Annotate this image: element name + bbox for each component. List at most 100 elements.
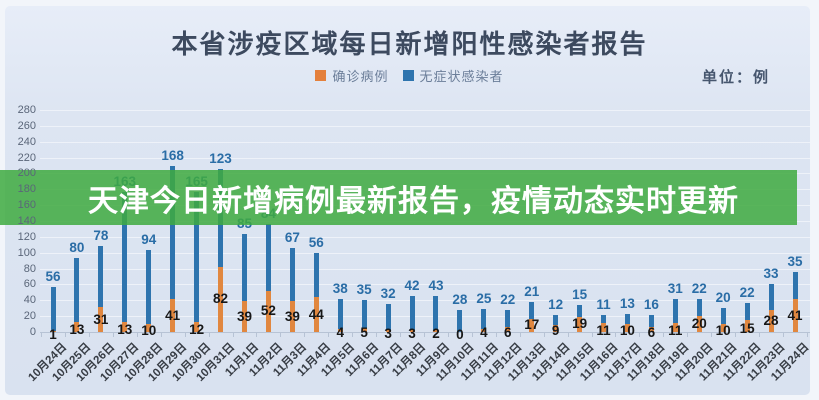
confirmed-bar-segment (696, 316, 702, 332)
confirmed-value-label: 31 (93, 311, 109, 327)
asymptomatic-value-label: 33 (763, 265, 779, 281)
asymptomatic-bar-segment (744, 302, 750, 321)
confirmed-bar-segment (481, 328, 487, 332)
asymptomatic-bar-segment (529, 301, 535, 319)
confirmed-bar-segment (289, 301, 295, 332)
x-axis-tick (280, 332, 282, 337)
confirmed-value-label: 28 (763, 312, 779, 328)
confirmed-bar-segment (624, 324, 630, 332)
asymptomatic-bar-segment (385, 304, 391, 330)
gridline (40, 141, 810, 143)
y-axis-label: 100 (17, 246, 36, 259)
confirmed-value-label: 4 (336, 325, 344, 341)
asymptomatic-value-label: 42 (404, 278, 420, 294)
confirmed-value-label: 82 (213, 291, 229, 307)
asymptomatic-value-label: 13 (619, 295, 635, 311)
confirmed-value-label: 4 (480, 325, 488, 341)
asymptomatic-bar-segment (696, 298, 702, 317)
gridline (40, 316, 810, 318)
asymptomatic-bar-segment (170, 166, 176, 300)
unit-label: 单位：例 (701, 69, 770, 86)
y-axis-label: 200 (17, 167, 36, 180)
y-axis-label: 220 (17, 151, 36, 164)
gridline (40, 300, 810, 302)
confirmed-value-label: 20 (691, 316, 707, 332)
confirmed-bar-segment (50, 331, 56, 332)
asymptomatic-bar-segment (50, 286, 56, 332)
confirmed-bar-segment (122, 321, 128, 332)
asymptomatic-value-label: 35 (356, 282, 372, 298)
chart-legend: 确诊病例 无症状感染者 (0, 66, 819, 85)
confirmed-value-label: 39 (236, 308, 252, 324)
asymptomatic-bar-segment (481, 309, 487, 329)
confirmed-value-label: 11 (596, 322, 611, 338)
x-axis-tick (41, 332, 43, 337)
confirmed-bar-segment (265, 290, 271, 332)
x-axis-tick (160, 332, 162, 337)
confirmed-value-label: 19 (572, 316, 588, 332)
asymptomatic-bar-segment (146, 249, 152, 325)
y-axis-label: 20 (23, 310, 36, 323)
asymptomatic-bar-segment (648, 314, 654, 328)
x-axis-tick (352, 332, 354, 337)
confirmed-value-label: 1 (49, 326, 57, 342)
x-axis-tick (735, 332, 737, 337)
asymptomatic-value-label: 56 (45, 268, 61, 284)
confirmed-value-label: 6 (504, 324, 512, 340)
x-axis-tick (208, 332, 210, 337)
asymptomatic-value-label: 35 (787, 253, 803, 269)
y-axis-label: 160 (17, 199, 36, 212)
x-axis-tick (615, 332, 617, 337)
gridline (40, 252, 810, 254)
x-axis-tick (639, 332, 641, 337)
x-axis-tick (591, 332, 593, 337)
asymptomatic-value-label: 11 (596, 296, 611, 312)
gridline (40, 110, 810, 111)
asymptomatic-bar-segment (672, 298, 678, 324)
x-axis-tick (687, 332, 689, 337)
confirmed-value-label: 41 (165, 307, 181, 323)
confirmed-value-label: 52 (260, 303, 276, 319)
x-axis-tick (567, 332, 569, 337)
asymptomatic-value-label: 32 (380, 286, 396, 302)
asymptomatic-value-label: 12 (548, 297, 564, 313)
legend-item-confirmed: 确诊病例 (315, 66, 388, 85)
x-axis-tick (759, 332, 761, 337)
x-axis-tick (304, 332, 306, 337)
asymptomatic-value-label: 38 (332, 280, 348, 296)
legend-label-confirmed: 确诊病例 (332, 69, 389, 84)
asymptomatic-value-label: 21 (524, 283, 540, 299)
y-axis-label: 280 (17, 104, 36, 116)
x-axis-tick (88, 332, 90, 337)
confirmed-value-label: 17 (524, 317, 540, 333)
asymptomatic-value-label: 16 (643, 296, 659, 312)
confirmed-value-label: 0 (456, 327, 464, 342)
confirmed-value-label: 10 (619, 323, 635, 339)
confirmed-bar-segment (553, 324, 559, 332)
confirmed-bar-segment (194, 322, 200, 332)
asymptomatic-value-label: 22 (500, 291, 516, 307)
asymptomatic-bar-segment (792, 271, 798, 300)
asymptomatic-bar-segment (457, 309, 463, 332)
asymptomatic-value-label: 123 (209, 151, 232, 167)
confirmed-bar-segment (505, 327, 511, 332)
asymptomatic-value-label: 43 (428, 278, 444, 294)
chart-title: 本省涉疫区域每日新增阳性感染者报告 (171, 29, 648, 59)
confirmed-value-label: 13 (69, 321, 85, 337)
asymptomatic-swatch-icon (402, 70, 414, 81)
headline-banner: 天津今日新增病例最新报告，疫情动态实时更新 (0, 170, 797, 225)
asymptomatic-value-label: 20 (715, 290, 731, 306)
asymptomatic-value-label: 25 (476, 291, 492, 306)
confirmed-bar-segment (361, 328, 367, 332)
asymptomatic-bar-segment (74, 258, 80, 322)
confirmed-bar-segment (433, 330, 439, 332)
confirmed-bar-segment (577, 316, 583, 332)
headline-text: 天津今日新增病例最新报告，疫情动态实时更新 (88, 184, 739, 218)
x-axis-tick (806, 332, 808, 337)
legend-label-asymptomatic: 无症状感染者 (419, 69, 504, 84)
gridline (40, 236, 810, 238)
y-axis-label: 120 (17, 230, 36, 243)
confirmed-bar-segment (385, 329, 391, 332)
asymptomatic-value-label: 80 (69, 240, 85, 256)
